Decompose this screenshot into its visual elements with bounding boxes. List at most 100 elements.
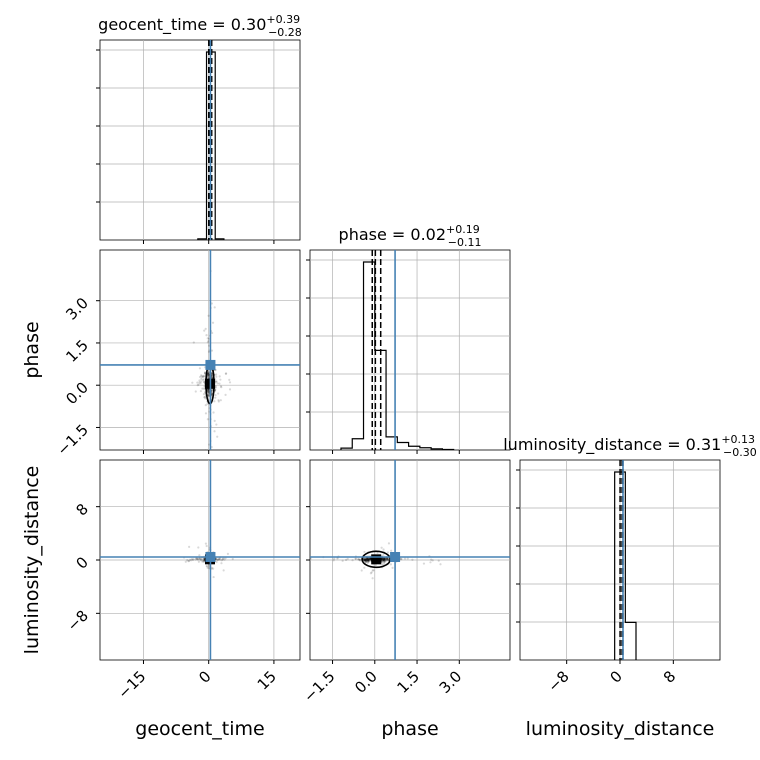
axes-frame bbox=[309, 249, 511, 451]
sample-point bbox=[387, 558, 390, 562]
sample-point bbox=[365, 558, 368, 561]
sample-point bbox=[382, 557, 385, 561]
sample-point bbox=[206, 566, 209, 570]
sample-point bbox=[202, 560, 205, 564]
sample-point bbox=[210, 375, 213, 378]
sample-point bbox=[219, 378, 222, 381]
sample-point bbox=[196, 557, 199, 560]
sample-point bbox=[387, 542, 391, 545]
sample-point bbox=[358, 559, 361, 562]
sample-point bbox=[204, 327, 207, 330]
sample-point bbox=[381, 557, 384, 560]
sample-point bbox=[199, 559, 202, 562]
sample-point bbox=[391, 566, 394, 569]
sample-point bbox=[363, 559, 367, 562]
sample-point bbox=[207, 388, 210, 391]
sample-point bbox=[399, 558, 402, 561]
panel-title: luminosity_distance = 0.31+0.13 −0.30 bbox=[503, 433, 757, 459]
sample-point bbox=[198, 557, 201, 561]
sample-point bbox=[364, 558, 367, 561]
sample-point bbox=[364, 557, 367, 560]
sample-point bbox=[380, 557, 384, 560]
sample-point bbox=[206, 375, 210, 378]
sample-point bbox=[187, 559, 190, 563]
sample-point bbox=[203, 372, 207, 375]
sample-point bbox=[210, 388, 213, 391]
sample-point bbox=[369, 572, 372, 575]
sample-point bbox=[203, 559, 206, 562]
sample-point bbox=[207, 371, 210, 374]
sample-point bbox=[365, 557, 368, 561]
sample-point bbox=[382, 558, 386, 561]
sample-point bbox=[381, 557, 384, 560]
sample-point bbox=[381, 559, 384, 563]
sample-point bbox=[382, 558, 385, 561]
sample-point bbox=[303, 558, 305, 560]
sample-point bbox=[367, 557, 370, 560]
x-tick-label: 0.0 bbox=[351, 667, 381, 697]
sample-point bbox=[369, 557, 372, 560]
sample-point bbox=[310, 557, 312, 560]
sample-point bbox=[214, 386, 217, 389]
sample-point bbox=[383, 557, 386, 561]
sample-point bbox=[376, 551, 379, 555]
sample-point bbox=[217, 558, 220, 561]
sample-point bbox=[386, 551, 390, 554]
sample-point bbox=[228, 381, 232, 384]
sample-point bbox=[201, 387, 204, 390]
sample-point bbox=[367, 557, 370, 561]
sample-point bbox=[210, 374, 214, 377]
sample-point bbox=[371, 577, 374, 580]
y-tick-label: 8 bbox=[73, 500, 92, 519]
x-tick-label: 8 bbox=[660, 667, 679, 686]
sample-point bbox=[200, 377, 203, 381]
sample-point bbox=[203, 329, 206, 332]
sample-point bbox=[368, 558, 371, 561]
sample-point bbox=[201, 378, 204, 382]
sample-point bbox=[367, 558, 370, 562]
sample-point bbox=[215, 380, 218, 383]
sample-point bbox=[200, 375, 203, 378]
sample-point bbox=[369, 557, 372, 560]
sample-point bbox=[202, 378, 205, 381]
panel-title: phase = 0.02+0.19 −0.11 bbox=[339, 223, 482, 249]
x-tick-label: 1.5 bbox=[393, 667, 423, 697]
sample-point bbox=[206, 389, 209, 392]
sample-point bbox=[382, 558, 385, 562]
sample-point bbox=[191, 558, 194, 562]
sample-point bbox=[370, 571, 373, 574]
sample-point bbox=[363, 558, 366, 561]
sample-point bbox=[196, 558, 199, 561]
sample-point bbox=[354, 557, 357, 560]
sample-point bbox=[207, 314, 210, 317]
sample-point bbox=[387, 559, 390, 562]
sample-point bbox=[206, 376, 209, 380]
sample-point bbox=[382, 558, 385, 561]
sample-point bbox=[386, 557, 389, 560]
sample-point bbox=[363, 558, 367, 561]
sample-point bbox=[366, 558, 369, 561]
y-tick-label: −1.5 bbox=[54, 421, 92, 459]
title-sub: −0.28 bbox=[268, 26, 302, 39]
sample-point bbox=[199, 389, 202, 393]
sample-point bbox=[358, 558, 361, 561]
x-tick-label: −8 bbox=[544, 667, 572, 695]
sample-point bbox=[366, 561, 369, 565]
sample-point bbox=[363, 559, 367, 562]
sample-point bbox=[383, 559, 387, 562]
x-tick-label: 0 bbox=[607, 667, 626, 686]
sample-point bbox=[214, 396, 217, 399]
samples bbox=[100, 250, 300, 450]
sample-point bbox=[213, 419, 216, 423]
sample-point bbox=[206, 373, 210, 376]
sample-point bbox=[363, 559, 366, 562]
truth-marker bbox=[205, 359, 216, 370]
sample-point bbox=[366, 558, 369, 561]
sample-point bbox=[354, 557, 358, 560]
sample-point bbox=[381, 558, 384, 561]
sample-point bbox=[199, 382, 202, 385]
sample-point bbox=[367, 558, 370, 562]
y-axis-label: phase bbox=[21, 321, 43, 378]
sample-point bbox=[360, 569, 363, 572]
sample-point bbox=[362, 557, 365, 560]
